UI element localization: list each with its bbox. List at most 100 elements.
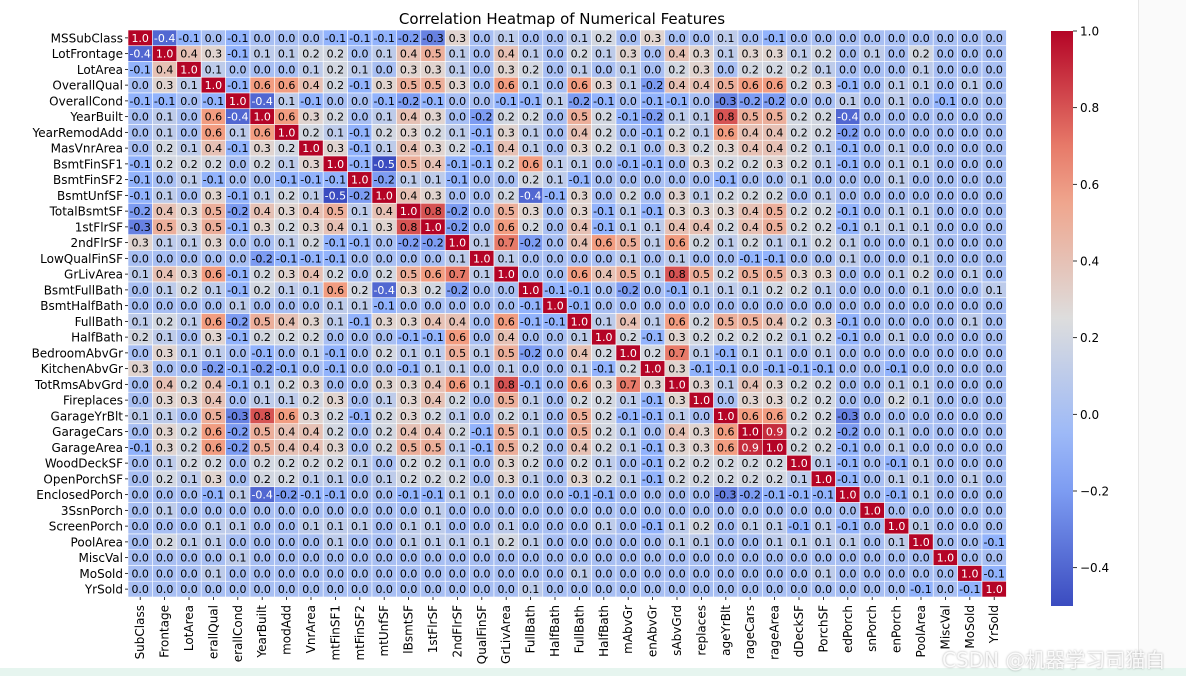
colorbar: 1.0 0.8 0.6 0.4 0.2 0.0 −0.2 −0.4	[1051, 25, 1109, 606]
cell-value-label: 0.0	[839, 284, 857, 297]
cell-value-label: 0.0	[302, 536, 320, 549]
cell-value-label: 0.4	[595, 268, 613, 281]
cell-value-label: 0.1	[595, 520, 613, 533]
cell-value-label: 0.0	[961, 237, 979, 250]
cell-value-label: -0.1	[227, 189, 248, 202]
cell-value-label: 0.4	[693, 79, 711, 92]
cell-value-label: 0.0	[937, 520, 955, 533]
cell-value-label: 0.0	[888, 347, 906, 360]
colorbar-tick-label: 0.0	[1080, 408, 1099, 422]
cell-value-label: 0.0	[961, 95, 979, 108]
x-tick-label: erallQual	[206, 605, 220, 659]
cell-value-label: 0.3	[497, 473, 515, 486]
cell-value-label: -0.1	[300, 95, 321, 108]
cell-value-label: -0.1	[739, 252, 760, 265]
cell-value-label: 0.1	[741, 347, 759, 360]
cell-value-label: 0.1	[644, 221, 662, 234]
cell-value-label: 0.1	[766, 347, 784, 360]
cell-value-label: 0.0	[473, 205, 491, 218]
cell-value-label: 0.0	[327, 552, 345, 565]
cell-value-label: 0.0	[912, 504, 930, 517]
cell-value-label: 0.2	[449, 142, 467, 155]
cell-value-label: -0.1	[203, 95, 224, 108]
cell-value-label: -0.1	[983, 536, 1004, 549]
x-tick-label: Frontage	[158, 605, 172, 658]
cell-value-label: 1.0	[888, 520, 906, 533]
cell-value-label: -0.3	[129, 221, 150, 234]
cell-value-label: 0.0	[497, 567, 515, 580]
cell-value-label: 0.1	[278, 95, 296, 108]
cell-value-label: 0.0	[375, 567, 393, 580]
cell-value-label: 0.1	[522, 583, 540, 596]
cell-value-label: 0.0	[644, 567, 662, 580]
cell-value-label: -0.2	[739, 489, 760, 502]
cell-value-label: 0.3	[131, 363, 149, 376]
cell-value-label: -0.1	[837, 158, 858, 171]
cell-value-label: 0.0	[961, 347, 979, 360]
cell-value-label: -0.1	[837, 79, 858, 92]
cell-value-label: 0.0	[327, 583, 345, 596]
cell-value-label: 0.0	[644, 284, 662, 297]
cell-value-label: 0.0	[571, 520, 589, 533]
y-tick-label: LotArea	[77, 63, 123, 77]
x-tick-label: HalfBath	[548, 605, 562, 657]
cell-value-label: 0.0	[693, 583, 711, 596]
cell-value-label: 0.0	[985, 126, 1003, 139]
cell-value-label: 0.5	[400, 441, 418, 454]
cell-value-label: 0.0	[766, 583, 784, 596]
cell-value-label: 0.1	[473, 268, 491, 281]
cell-value-label: 0.0	[546, 252, 564, 265]
cell-value-label: 0.0	[693, 252, 711, 265]
cell-value-label: -0.1	[373, 300, 394, 313]
cell-value-label: 0.1	[815, 158, 833, 171]
cell-value-label: 0.0	[253, 237, 271, 250]
cell-value-label: 0.0	[863, 95, 881, 108]
cell-value-label: -0.1	[959, 583, 980, 596]
cell-value-label: 0.2	[571, 394, 589, 407]
cell-value-label: 0.0	[888, 315, 906, 328]
cell-value-label: 0.1	[790, 237, 808, 250]
cell-value-label: 0.0	[131, 489, 149, 502]
cell-value-label: 0.0	[985, 363, 1003, 376]
cell-value-label: 0.0	[937, 441, 955, 454]
cell-value-label: 0.0	[937, 111, 955, 124]
x-tick-label: erallCond	[231, 605, 245, 662]
cell-value-label: 0.0	[546, 552, 564, 565]
cell-value-label: 0.2	[595, 394, 613, 407]
cell-value-label: 0.1	[253, 189, 271, 202]
cell-value-label: 0.0	[497, 284, 515, 297]
cell-value-label: 0.1	[888, 174, 906, 187]
cell-value-label: 0.1	[912, 79, 930, 92]
cell-value-label: 1.0	[497, 268, 515, 281]
cell-value-label: 0.1	[619, 394, 637, 407]
cell-value-label: 0.5	[571, 410, 589, 423]
cell-value-label: -0.1	[349, 315, 370, 328]
cell-value-label: 0.0	[278, 32, 296, 45]
cell-value-label: 0.1	[888, 473, 906, 486]
cell-value-label: 0.1	[571, 567, 589, 580]
cell-value-label: 0.0	[327, 378, 345, 391]
cell-value-label: 0.4	[668, 79, 686, 92]
cell-value-label: 0.2	[668, 457, 686, 470]
colorbar-tick-label: 1.0	[1080, 25, 1099, 39]
cell-value-label: 0.0	[717, 583, 735, 596]
cell-value-label: 0.0	[497, 300, 515, 313]
cell-value-label: 0.0	[180, 410, 198, 423]
cell-value-label: 0.0	[766, 504, 784, 517]
cell-value-label: 0.1	[400, 520, 418, 533]
cell-value-label: 0.3	[522, 205, 540, 218]
cell-value-label: 0.3	[668, 331, 686, 344]
cell-value-label: 0.9	[741, 441, 759, 454]
cell-value-label: -0.1	[788, 363, 809, 376]
cell-value-label: 0.2	[766, 473, 784, 486]
cell-value-label: 0.0	[985, 457, 1003, 470]
cell-value-label: 0.8	[424, 205, 442, 218]
cell-value-label: 0.4	[302, 426, 320, 439]
cell-value-label: 0.1	[351, 205, 369, 218]
cell-value-label: 0.2	[522, 441, 540, 454]
cell-value-label: 0.1	[180, 79, 198, 92]
cell-value-label: -0.1	[227, 48, 248, 61]
cell-value-label: 0.0	[961, 300, 979, 313]
cell-value-label: 0.0	[278, 520, 296, 533]
cell-value-label: 0.0	[937, 48, 955, 61]
